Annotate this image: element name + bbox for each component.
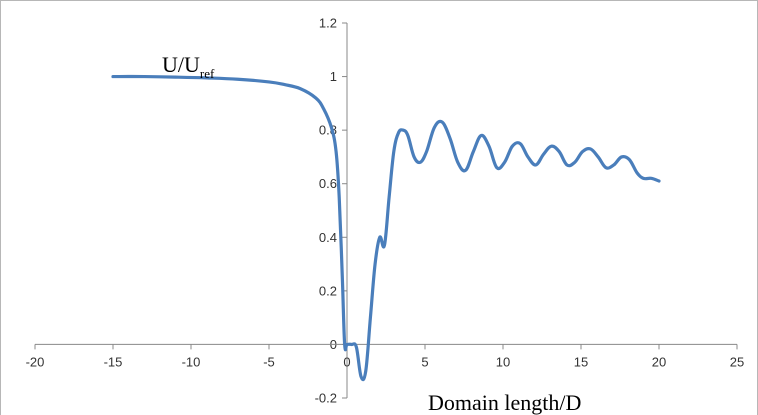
x-tick-label: 0 — [343, 354, 350, 369]
series-line — [111, 74, 661, 382]
x-tick-label: -5 — [263, 354, 275, 369]
y-axis: -0.200.20.40.60.811.2 — [315, 16, 348, 406]
x-tick-label: 20 — [652, 354, 666, 369]
series-group — [111, 74, 661, 382]
y-tick-label: 0.6 — [319, 176, 337, 191]
x-tick-label: 10 — [496, 354, 510, 369]
y-tick-label: 1 — [330, 69, 337, 84]
x-tick-label: -10 — [182, 354, 201, 369]
x-tick-label: 25 — [730, 354, 744, 369]
x-tick-label: 15 — [574, 354, 588, 369]
x-tick-label: -15 — [104, 354, 123, 369]
y-axis-label: U/Uref — [162, 52, 215, 81]
x-axis: -20 -15 -10 -5 0 5 10 15 20 25 — [26, 343, 744, 369]
y-tick-label: -0.2 — [315, 391, 337, 406]
y-tick-label: 0.2 — [319, 283, 337, 298]
y-axis-label-main: U/U — [162, 52, 200, 77]
x-tick-label: 5 — [421, 354, 428, 369]
x-tick-label: -20 — [26, 354, 45, 369]
y-axis-label-subscript: ref — [200, 66, 215, 81]
y-tick-label: 1.2 — [319, 16, 337, 31]
y-tick-label: 0.4 — [319, 230, 337, 245]
x-axis-label: Domain length/D — [428, 390, 581, 415]
